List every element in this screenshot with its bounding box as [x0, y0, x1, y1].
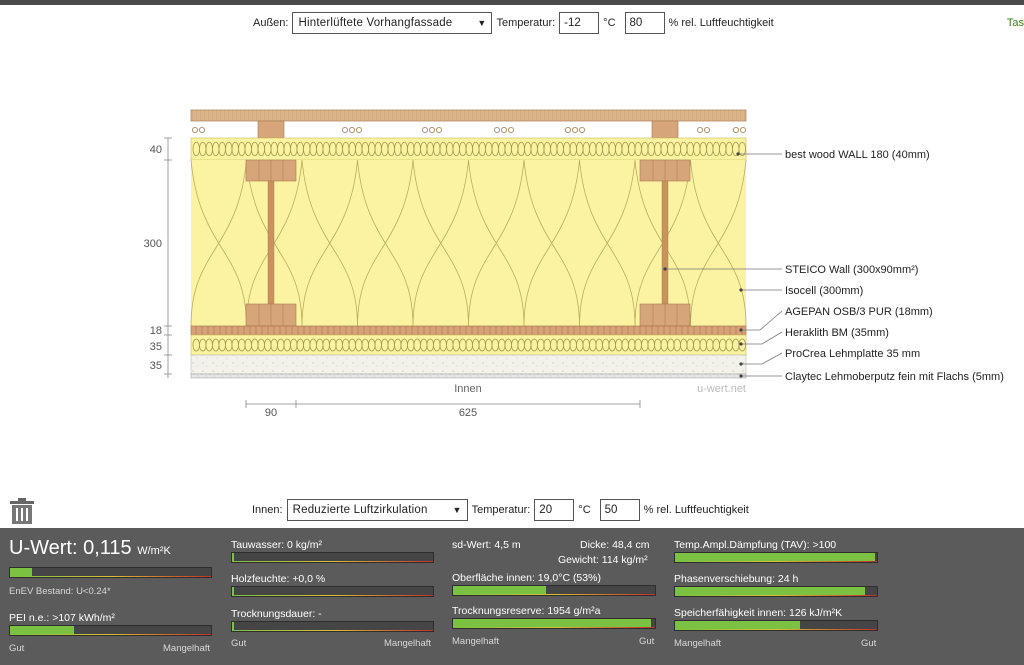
u-value-bar [9, 567, 212, 578]
phase-shift-label: Phasenverschiebung: 24 h [674, 573, 799, 585]
condensation-bar [231, 552, 434, 563]
dropdown-arrow-icon: ▼ [477, 18, 487, 28]
scale-good-label: Gut [9, 643, 25, 654]
wood-fibre-pattern [192, 141, 746, 157]
layer-label[interactable]: STEICO Wall (300x90mm²) [785, 264, 918, 276]
outside-select[interactable]: Hinterlüftete Vorhangfassade ▼ [292, 12, 493, 34]
thickness-dimension-lines [164, 137, 172, 378]
dimension-label: 35 [150, 360, 162, 372]
u-value-number: 0,115 [83, 537, 132, 559]
inside-humidity-label: % rel. Luftfeuchtigkeit [643, 504, 749, 516]
batten-left [257, 120, 285, 139]
stud-right [639, 159, 691, 327]
inside-temp-unit: °C [578, 504, 591, 516]
inside-temp-input[interactable]: 20 [534, 499, 575, 521]
outside-temp-label: Temperatur: [496, 17, 556, 29]
layer-label[interactable]: Claytec Lehmoberputz fein mit Flachs (5m… [785, 371, 1004, 383]
dropdown-arrow-icon: ▼ [452, 505, 462, 515]
heraklith-layer [190, 334, 747, 356]
facade-board [190, 109, 747, 122]
insulation-layer [191, 160, 746, 326]
dimension-label: 300 [144, 238, 162, 250]
scale-good-label: Gut [231, 638, 247, 649]
layer-leader-lines [665, 153, 783, 377]
pei-label: PEI n.e.: >107 kWh/m² [9, 612, 115, 624]
heat-storage-bar [674, 620, 878, 631]
clay-plaster-layer [190, 373, 747, 379]
dimension-label: 40 [150, 144, 162, 156]
dimension-label: 35 [150, 341, 162, 353]
inside-select[interactable]: Reduzierte Luftzirkulation ▼ [286, 499, 468, 521]
layer-label[interactable]: AGEPAN OSB/3 PUR (18mm) [785, 306, 933, 318]
u-value-unit: W/m²K [137, 545, 171, 557]
wood-moisture-bar [231, 586, 434, 597]
osb-pattern [195, 326, 743, 335]
outside-label: Außen: [253, 17, 289, 29]
stud-left [245, 159, 297, 327]
scale-bad-label: Mangelhaft [163, 643, 211, 654]
ventilation-gap [191, 127, 747, 134]
layer-label[interactable]: ProCrea Lehmplatte 35 mm [785, 348, 920, 360]
inside-label: Innen: [252, 504, 283, 516]
heraklith-pattern [192, 338, 746, 352]
outside-select-value: Hinterlüftete Vorhangfassade [298, 17, 453, 29]
leader-dots [663, 152, 743, 378]
sd-value-label: sd-Wert: 4,5 m [452, 539, 521, 551]
surface-temp-bar [452, 585, 656, 596]
wall-cross-section-diagram: 40 300 18 35 35 Innen u-wert.net 90 625 … [144, 109, 1004, 419]
outside-temp-unit: °C [603, 17, 616, 29]
outside-humidity-input[interactable]: 80 [624, 12, 665, 34]
stud-spacing-label: 625 [459, 407, 477, 419]
wood-moisture-label: Holzfeuchte: +0,0 % [231, 573, 326, 585]
drying-reserve-label: Trocknungsreserve: 1954 g/m²a [452, 605, 601, 617]
inside-conditions: Innen: Reduzierte Luftzirkulation ▼ Temp… [252, 499, 749, 521]
dimension-label: 18 [150, 325, 162, 337]
results-panel: EnEV Bestand: U<0.24* PEI n.e.: >107 kWh… [0, 528, 1024, 665]
drying-reserve-bar [452, 618, 656, 629]
batten-right [651, 120, 679, 139]
scale-good-label: Gut [861, 638, 877, 649]
layer-label[interactable]: Heraklith BM (35mm) [785, 327, 889, 339]
clay-board-layer [190, 354, 747, 375]
tav-label: Temp.Ampl.Dämpfung (TAV): >100 [674, 539, 837, 551]
outside-temp-input[interactable]: -12 [559, 12, 600, 34]
watermark: u-wert.net [697, 383, 746, 395]
scale-bad-label: Mangelhaft [452, 636, 500, 647]
outside-humidity-label: % rel. Luftfeuchtigkeit [668, 17, 774, 29]
scale-bad-label: Mangelhaft [674, 638, 722, 649]
inside-temp-label: Temperatur: [471, 504, 531, 516]
trash-icon[interactable] [10, 497, 34, 525]
stud-width-label: 90 [265, 407, 277, 419]
weight-label: Gewicht: 114 kg/m² [558, 554, 648, 566]
layer-label[interactable]: Isocell (300mm) [785, 285, 863, 297]
tav-bar [674, 552, 878, 563]
scale-bad-label: Mangelhaft [384, 638, 432, 649]
cut-off-link[interactable]: Tas [1006, 17, 1024, 29]
outside-conditions: Außen: Hinterlüftete Vorhangfassade ▼ Te… [253, 12, 774, 34]
u-value-display: U-Wert: 0,115 W/m²K [9, 537, 171, 560]
heat-storage-label: Speicherfähigkeit innen: 126 kJ/m²K [674, 607, 843, 619]
u-value-label: U-Wert: [9, 537, 78, 559]
top-edge-bar [0, 0, 1024, 5]
pei-bar [9, 625, 212, 636]
inside-humidity-input[interactable]: 50 [599, 499, 640, 521]
drying-time-label: Trocknungsdauer: - [231, 608, 322, 620]
condensation-label: Tauwasser: 0 kg/m² [231, 539, 323, 551]
scale-good-label: Gut [639, 636, 655, 647]
surface-temp-label: Oberfläche innen: 19,0°C (53%) [452, 572, 601, 584]
wood-fibre-board-layer [190, 137, 747, 161]
insulation-pattern [190, 159, 747, 327]
layer-label[interactable]: best wood WALL 180 (40mm) [785, 149, 930, 161]
inside-select-value: Reduzierte Luftzirkulation [292, 504, 428, 516]
phase-shift-bar [674, 586, 878, 597]
inside-side-label: Innen [454, 383, 482, 395]
spacing-dimension-lines [245, 400, 641, 408]
thickness-label: Dicke: 48,4 cm [580, 539, 650, 551]
drying-time-bar [231, 621, 434, 632]
enev-reference: EnEV Bestand: U<0.24* [9, 586, 111, 597]
